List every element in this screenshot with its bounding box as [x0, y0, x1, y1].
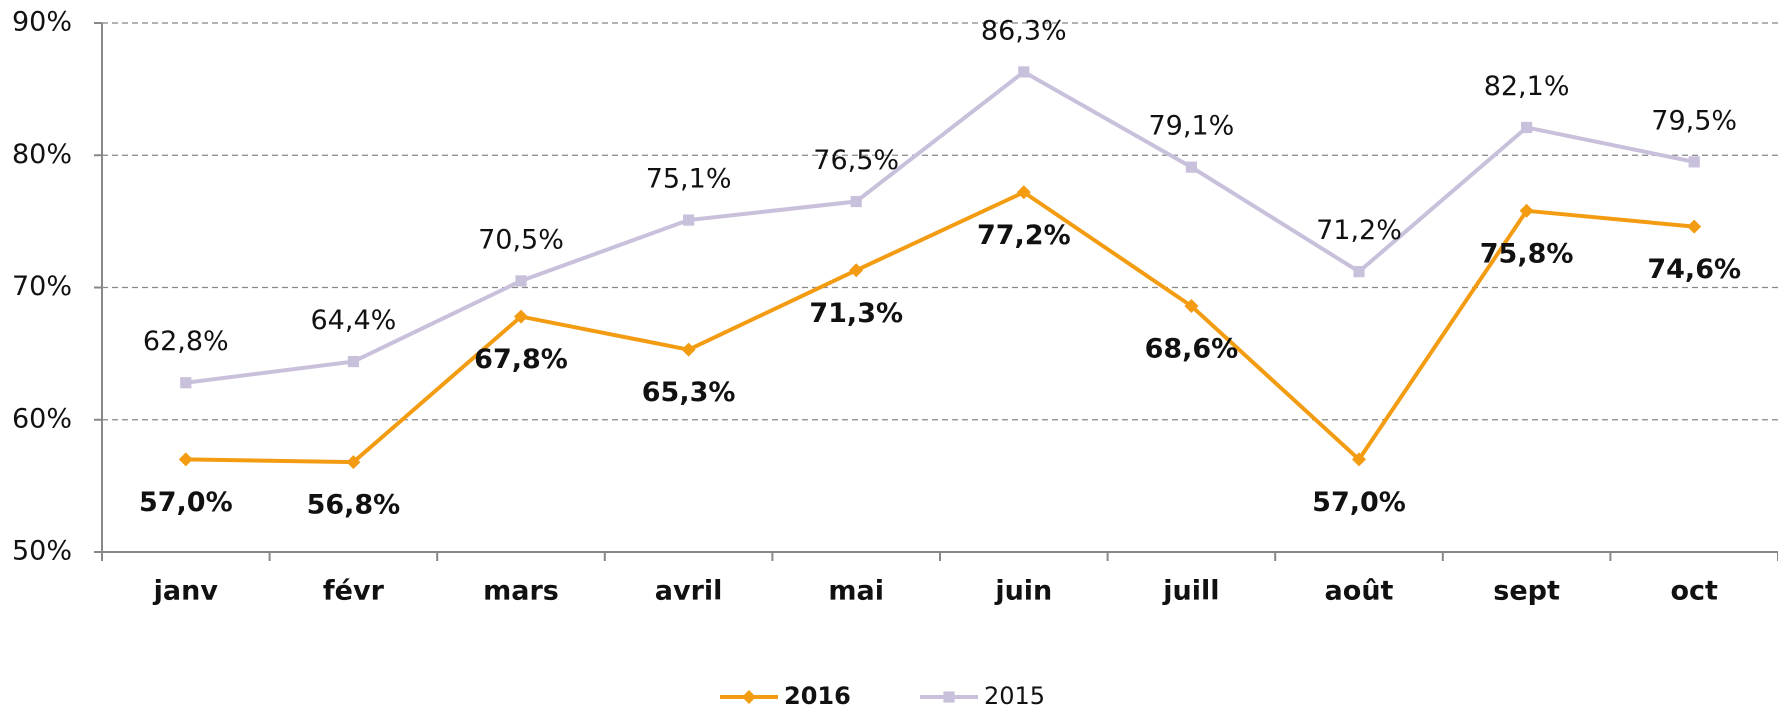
marker	[346, 455, 361, 470]
marker	[347, 355, 359, 368]
y-tick-label: 90%	[12, 7, 72, 38]
marker	[1352, 452, 1366, 467]
marker	[514, 309, 528, 324]
data-label: 57,0%	[1312, 487, 1406, 518]
x-tick-label: juill	[1162, 576, 1219, 607]
marker	[1184, 299, 1199, 314]
x-tick-label: juin	[994, 576, 1052, 607]
x-tick-label: févr	[323, 576, 385, 607]
x-tick-label: août	[1325, 576, 1394, 607]
marker	[849, 263, 864, 278]
data-label: 75,8%	[1480, 238, 1574, 269]
data-label: 57,0%	[139, 487, 233, 518]
marker	[1521, 121, 1533, 134]
data-label: 68,6%	[1145, 334, 1239, 365]
marker	[1018, 66, 1030, 78]
data-label: 74,6%	[1647, 254, 1741, 285]
y-tick-label: 80%	[12, 139, 72, 170]
x-tick-label: mars	[483, 576, 559, 607]
data-label: 62,8%	[143, 326, 229, 357]
marker	[742, 690, 756, 704]
data-label: 71,2%	[1316, 215, 1402, 246]
data-label: 86,3%	[981, 15, 1067, 46]
legend-label: 2016	[784, 682, 851, 710]
marker	[1185, 161, 1197, 173]
data-label: 76,5%	[813, 145, 899, 176]
marker	[850, 195, 862, 208]
data-label: 79,1%	[1149, 111, 1235, 142]
marker	[1688, 156, 1700, 168]
data-label: 64,4%	[311, 305, 397, 336]
data-label: 79,5%	[1651, 105, 1737, 136]
line	[185, 69, 1695, 385]
data-label: 75,1%	[646, 164, 732, 195]
x-tick-label: oct	[1670, 576, 1718, 607]
x-tick-label: sept	[1493, 576, 1560, 607]
x-tick-label: avril	[655, 576, 723, 607]
marker	[515, 275, 527, 287]
line	[185, 189, 1695, 465]
data-label: 65,3%	[642, 377, 736, 408]
legend-label: 2015	[984, 682, 1045, 710]
y-tick-label: 60%	[12, 403, 72, 434]
x-tick-label: janv	[153, 576, 219, 607]
marker	[681, 342, 696, 357]
marker	[683, 214, 695, 226]
marker	[1687, 219, 1702, 234]
marker	[178, 452, 193, 467]
data-label: 71,3%	[809, 298, 903, 329]
x-tick-label: mai	[828, 576, 884, 607]
marker	[1353, 266, 1365, 278]
y-tick-label: 50%	[12, 536, 72, 567]
data-label: 67,8%	[474, 344, 568, 375]
y-tick-label: 70%	[12, 271, 72, 302]
data-label: 82,1%	[1484, 71, 1570, 102]
data-label: 70,5%	[478, 224, 564, 255]
marker	[180, 377, 192, 389]
marker	[1519, 203, 1534, 218]
marker	[1016, 185, 1031, 200]
data-label: 56,8%	[307, 490, 401, 521]
marker	[943, 691, 955, 703]
data-label: 77,2%	[977, 220, 1071, 251]
